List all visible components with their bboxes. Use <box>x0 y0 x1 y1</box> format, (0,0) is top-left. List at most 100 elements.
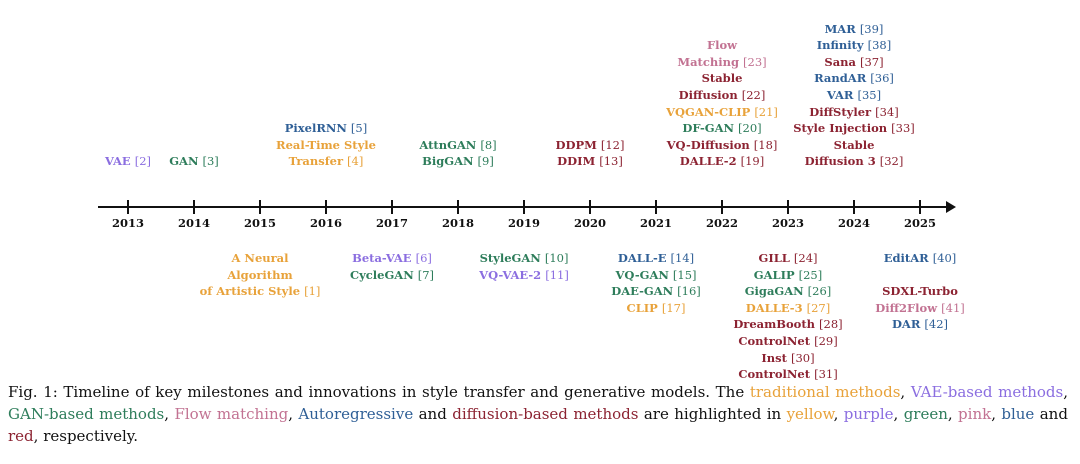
milestone-item: Diffusion [22] <box>632 87 812 104</box>
year-label: 2020 <box>573 216 606 230</box>
year-label: 2023 <box>771 216 804 230</box>
milestone-item: DiffStyler [34] <box>764 104 944 121</box>
year-tick <box>655 200 657 214</box>
year-tick <box>193 200 195 214</box>
milestone-item: Diffusion 3 [32] <box>764 153 944 170</box>
milestone-item: DF-GAN [20] <box>632 120 812 137</box>
caption-text: Fig. 1: Timeline of key milestones and i… <box>8 383 750 401</box>
milestones-above-2014: GAN [3] <box>104 153 284 170</box>
year-label: 2021 <box>639 216 672 230</box>
milestone-name: PixelRNN <box>284 121 347 136</box>
year-label: 2025 <box>903 216 936 230</box>
milestone-ref: [19] <box>740 154 765 169</box>
milestone-ref: [40] <box>932 251 957 265</box>
caption-gan: GAN-based methods <box>8 405 165 423</box>
milestone-name: Diff2Flow <box>875 300 938 315</box>
year-label: 2019 <box>507 216 540 230</box>
milestone-item: Inst [30] <box>698 350 878 367</box>
milestone-ref: [10] <box>544 251 569 265</box>
milestone-name: EditAR <box>883 251 929 265</box>
milestone-item: StyleGAN [10] <box>434 250 614 267</box>
caption-sep: , <box>164 405 175 423</box>
milestone-name: Transfer <box>288 154 344 169</box>
milestone-ref: [1] <box>304 284 321 299</box>
milestone-item: Diff2Flow [41] <box>830 300 1010 317</box>
milestone-ref: [31] <box>814 367 838 382</box>
milestone-name: RandAR <box>814 71 867 86</box>
milestone-name: DALL-E <box>617 251 667 265</box>
caption-text: , respectively. <box>33 427 139 445</box>
milestones-below-2019: StyleGAN [10] VQ-VAE-2 [11] <box>434 250 614 283</box>
milestones-below-2017: Beta-VAE [6] CycleGAN [7] <box>302 250 482 283</box>
milestone-item: DDPM [12] <box>500 137 680 154</box>
milestone-item: VQGAN-CLIP [21] <box>632 104 812 121</box>
milestones-below-2015: A Neural Algorithm of Artistic Style [1] <box>170 250 350 300</box>
milestone-ref: [29] <box>814 333 838 348</box>
milestones-above-2020: DDPM [12] DDIM [13] <box>500 137 680 170</box>
milestone-ref: [12] <box>600 137 625 152</box>
milestone-item: A Neural <box>170 250 350 267</box>
milestone-name: StyleGAN <box>479 251 541 265</box>
milestone-name: Diffusion 3 <box>804 154 876 169</box>
milestone-ref: [38] <box>867 38 892 53</box>
milestone-name: Flow <box>706 38 738 53</box>
milestone-name: GigaGAN <box>744 284 804 299</box>
milestone-item: DAR [42] <box>830 316 1010 333</box>
caption-sep: , <box>900 383 911 401</box>
milestone-item: Style Injection [33] <box>764 120 944 137</box>
milestone-item: CycleGAN [7] <box>302 267 482 284</box>
milestone-name: VQ-GAN <box>615 267 669 282</box>
milestones-below-2021: DALL-E [14] VQ-GAN [15] DAE-GAN [16] CLIP [… <box>566 250 746 316</box>
milestone-name: VAE <box>104 154 131 169</box>
milestone-item: DALLE-3 [27] <box>698 300 878 317</box>
milestone-ref: [18] <box>753 137 778 152</box>
year-tick <box>259 200 261 214</box>
milestone-name: Sana <box>824 54 856 69</box>
milestone-name: BigGAN <box>422 154 474 169</box>
milestone-ref: [3] <box>202 154 219 169</box>
milestone-item: GALIP [25] <box>698 267 878 284</box>
milestones-below-2025: EditAR [40] SDXL-Turbo Diff2Flow [41] DAR … <box>830 250 1010 333</box>
year-tick <box>721 200 723 214</box>
caption-sep: , <box>1063 383 1069 401</box>
milestone-ref: [36] <box>870 71 894 86</box>
milestone-item: Stable <box>632 70 812 87</box>
milestone-name: Algorithm <box>227 267 293 282</box>
milestone-item: DALL-E [14] <box>566 250 746 267</box>
milestone-name: VQGAN-CLIP <box>666 104 751 119</box>
milestone-ref: [17] <box>661 300 686 315</box>
milestones-above-2022: Flow Matching [23] Stable Diffusion [22] VQG… <box>632 37 812 170</box>
caption-vae: VAE-based methods <box>910 383 1064 401</box>
milestone-ref: [14] <box>670 251 695 265</box>
milestone-name: DALLE-2 <box>679 154 737 169</box>
year-tick <box>325 200 327 214</box>
milestone-item: MAR [39] <box>764 21 944 38</box>
milestone-item: GILL [24] <box>698 250 878 267</box>
year-label: 2016 <box>309 216 342 230</box>
year-tick <box>127 200 129 214</box>
milestone-item: Flow <box>632 37 812 54</box>
year-tick <box>853 200 855 214</box>
milestone-name: MAR <box>824 21 856 36</box>
milestone-item: VQ-VAE-2 [11] <box>434 267 614 284</box>
milestone-name: VQ-Diffusion <box>666 137 750 152</box>
milestone-ref: [9] <box>477 154 494 169</box>
year-label: 2024 <box>837 216 870 230</box>
milestone-item: ControlNet [29] <box>698 333 878 350</box>
caption-sep: , <box>947 405 959 423</box>
milestone-item: VAR [35] <box>764 87 944 104</box>
milestone-name: Stable <box>701 71 743 86</box>
milestone-ref: [27] <box>806 300 831 315</box>
caption-yellow: yellow <box>786 405 834 423</box>
milestone-item: Stable <box>764 137 944 154</box>
milestone-ref: [24] <box>793 251 818 265</box>
caption-sep: and <box>1034 405 1068 423</box>
caption-autoregressive: Autoregressive <box>298 405 414 423</box>
milestone-item: DDIM [13] <box>500 153 680 170</box>
caption-traditional: traditional methods <box>749 383 901 401</box>
caption-text: are highlighted in <box>638 405 787 423</box>
milestone-ref: [42] <box>924 317 949 332</box>
caption-flow: Flow matching <box>174 405 289 423</box>
milestone-item: RandAR [36] <box>764 70 944 87</box>
milestones-above-2024: MAR [39] Infinity [38] Sana [37] RandAR [36… <box>764 21 944 170</box>
